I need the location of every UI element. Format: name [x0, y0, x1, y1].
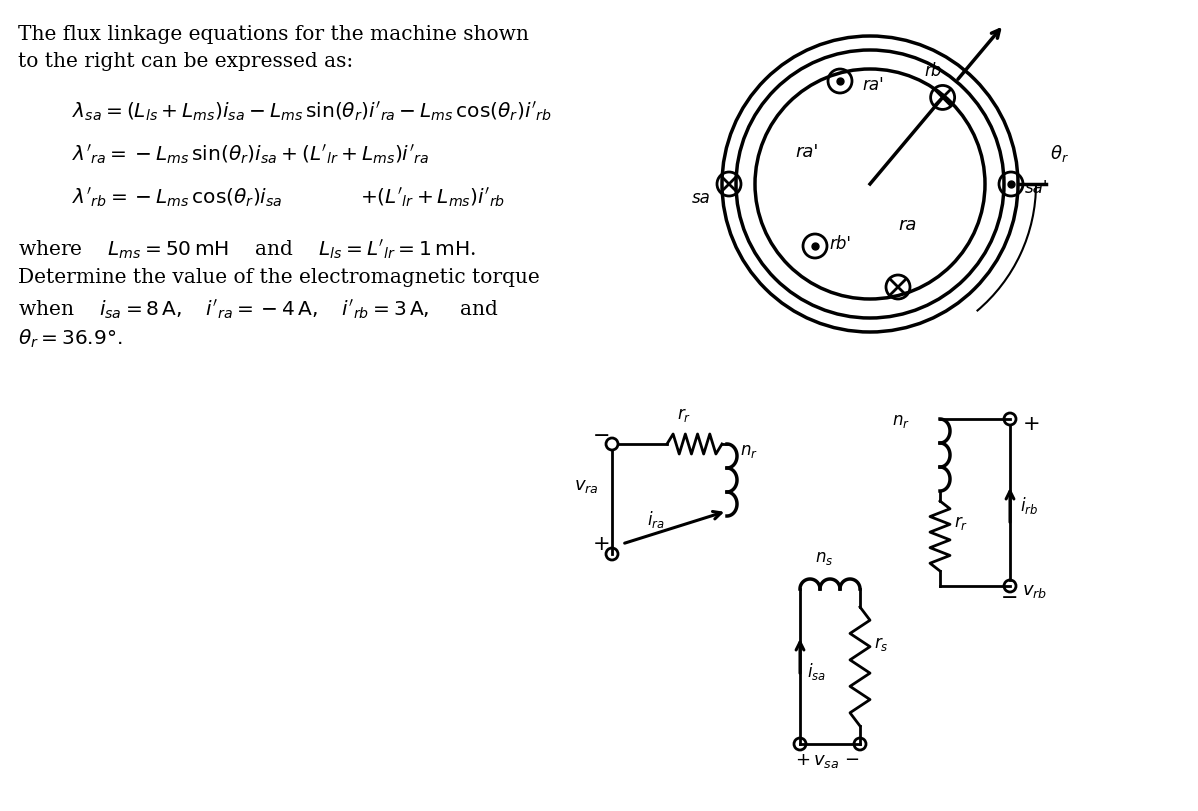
Text: $+\,v_{sa}\,-$: $+\,v_{sa}\,-$	[795, 751, 860, 769]
Text: when $\quad i_{sa} = 8\,\mathrm{A},\quad i'_{ra} = -4\,\mathrm{A},\quad i'_{rb} : when $\quad i_{sa} = 8\,\mathrm{A},\quad…	[18, 298, 498, 321]
Text: $i_{rb}$: $i_{rb}$	[1019, 495, 1039, 515]
Text: $i_{sa}$: $i_{sa}$	[807, 660, 827, 681]
Text: Determine the value of the electromagnetic torque: Determine the value of the electromagnet…	[18, 268, 540, 286]
Text: ra': ra'	[795, 143, 818, 161]
Text: ra: ra	[898, 216, 916, 234]
Text: $r_s$: $r_s$	[875, 634, 889, 652]
Text: $r_r$: $r_r$	[677, 406, 691, 423]
Text: $\theta_r$: $\theta_r$	[1049, 142, 1069, 163]
Text: $\lambda'_{ra} = -L_{ms}\,\mathrm{sin}(\theta_r)i_{sa} + (L'_{lr} + L_{ms})i'_{r: $\lambda'_{ra} = -L_{ms}\,\mathrm{sin}(\…	[72, 143, 429, 166]
Text: $+$: $+$	[1022, 414, 1040, 433]
Text: ra': ra'	[863, 76, 884, 94]
Text: $-$: $-$	[592, 423, 610, 444]
Text: $n_r$: $n_r$	[893, 411, 910, 430]
Text: $\lambda_{sa} = (L_{ls} + L_{ms})i_{sa} - L_{ms}\,\mathrm{sin}(\theta_r)i'_{ra} : $\lambda_{sa} = (L_{ls} + L_{ms})i_{sa} …	[72, 100, 552, 123]
Text: $-$: $-$	[1000, 586, 1017, 605]
Text: sa': sa'	[1025, 178, 1048, 197]
Text: $r_r$: $r_r$	[954, 513, 968, 531]
Text: $v_{ra}$: $v_{ra}$	[574, 476, 599, 495]
Text: $\theta_r = 36.9°$.: $\theta_r = 36.9°$.	[18, 328, 122, 350]
Text: to the right can be expressed as:: to the right can be expressed as:	[18, 52, 353, 71]
Text: $n_s$: $n_s$	[815, 548, 834, 566]
Text: $i_{ra}$: $i_{ra}$	[647, 508, 665, 530]
Text: $v_{rb}$: $v_{rb}$	[1022, 581, 1047, 599]
Text: $+ (L'_{lr} + L_{ms})i'_{rb}$: $+ (L'_{lr} + L_{ms})i'_{rb}$	[361, 186, 506, 209]
Text: rb: rb	[925, 62, 942, 80]
Text: The flux linkage equations for the machine shown: The flux linkage equations for the machi…	[18, 25, 528, 44]
Text: sa: sa	[692, 189, 710, 207]
Text: $+$: $+$	[592, 534, 610, 553]
Text: $n_r$: $n_r$	[740, 441, 758, 460]
Text: rb': rb'	[829, 234, 851, 253]
Text: $\lambda'_{rb} = -L_{ms}\,\mathrm{cos}(\theta_r)i_{sa}$: $\lambda'_{rb} = -L_{ms}\,\mathrm{cos}(\…	[72, 186, 283, 209]
Text: where $\quad L_{ms} = 50\,\mathrm{mH}\quad$ and $\quad L_{ls} = L'_{lr} = 1\,\ma: where $\quad L_{ms} = 50\,\mathrm{mH}\qu…	[18, 238, 476, 261]
